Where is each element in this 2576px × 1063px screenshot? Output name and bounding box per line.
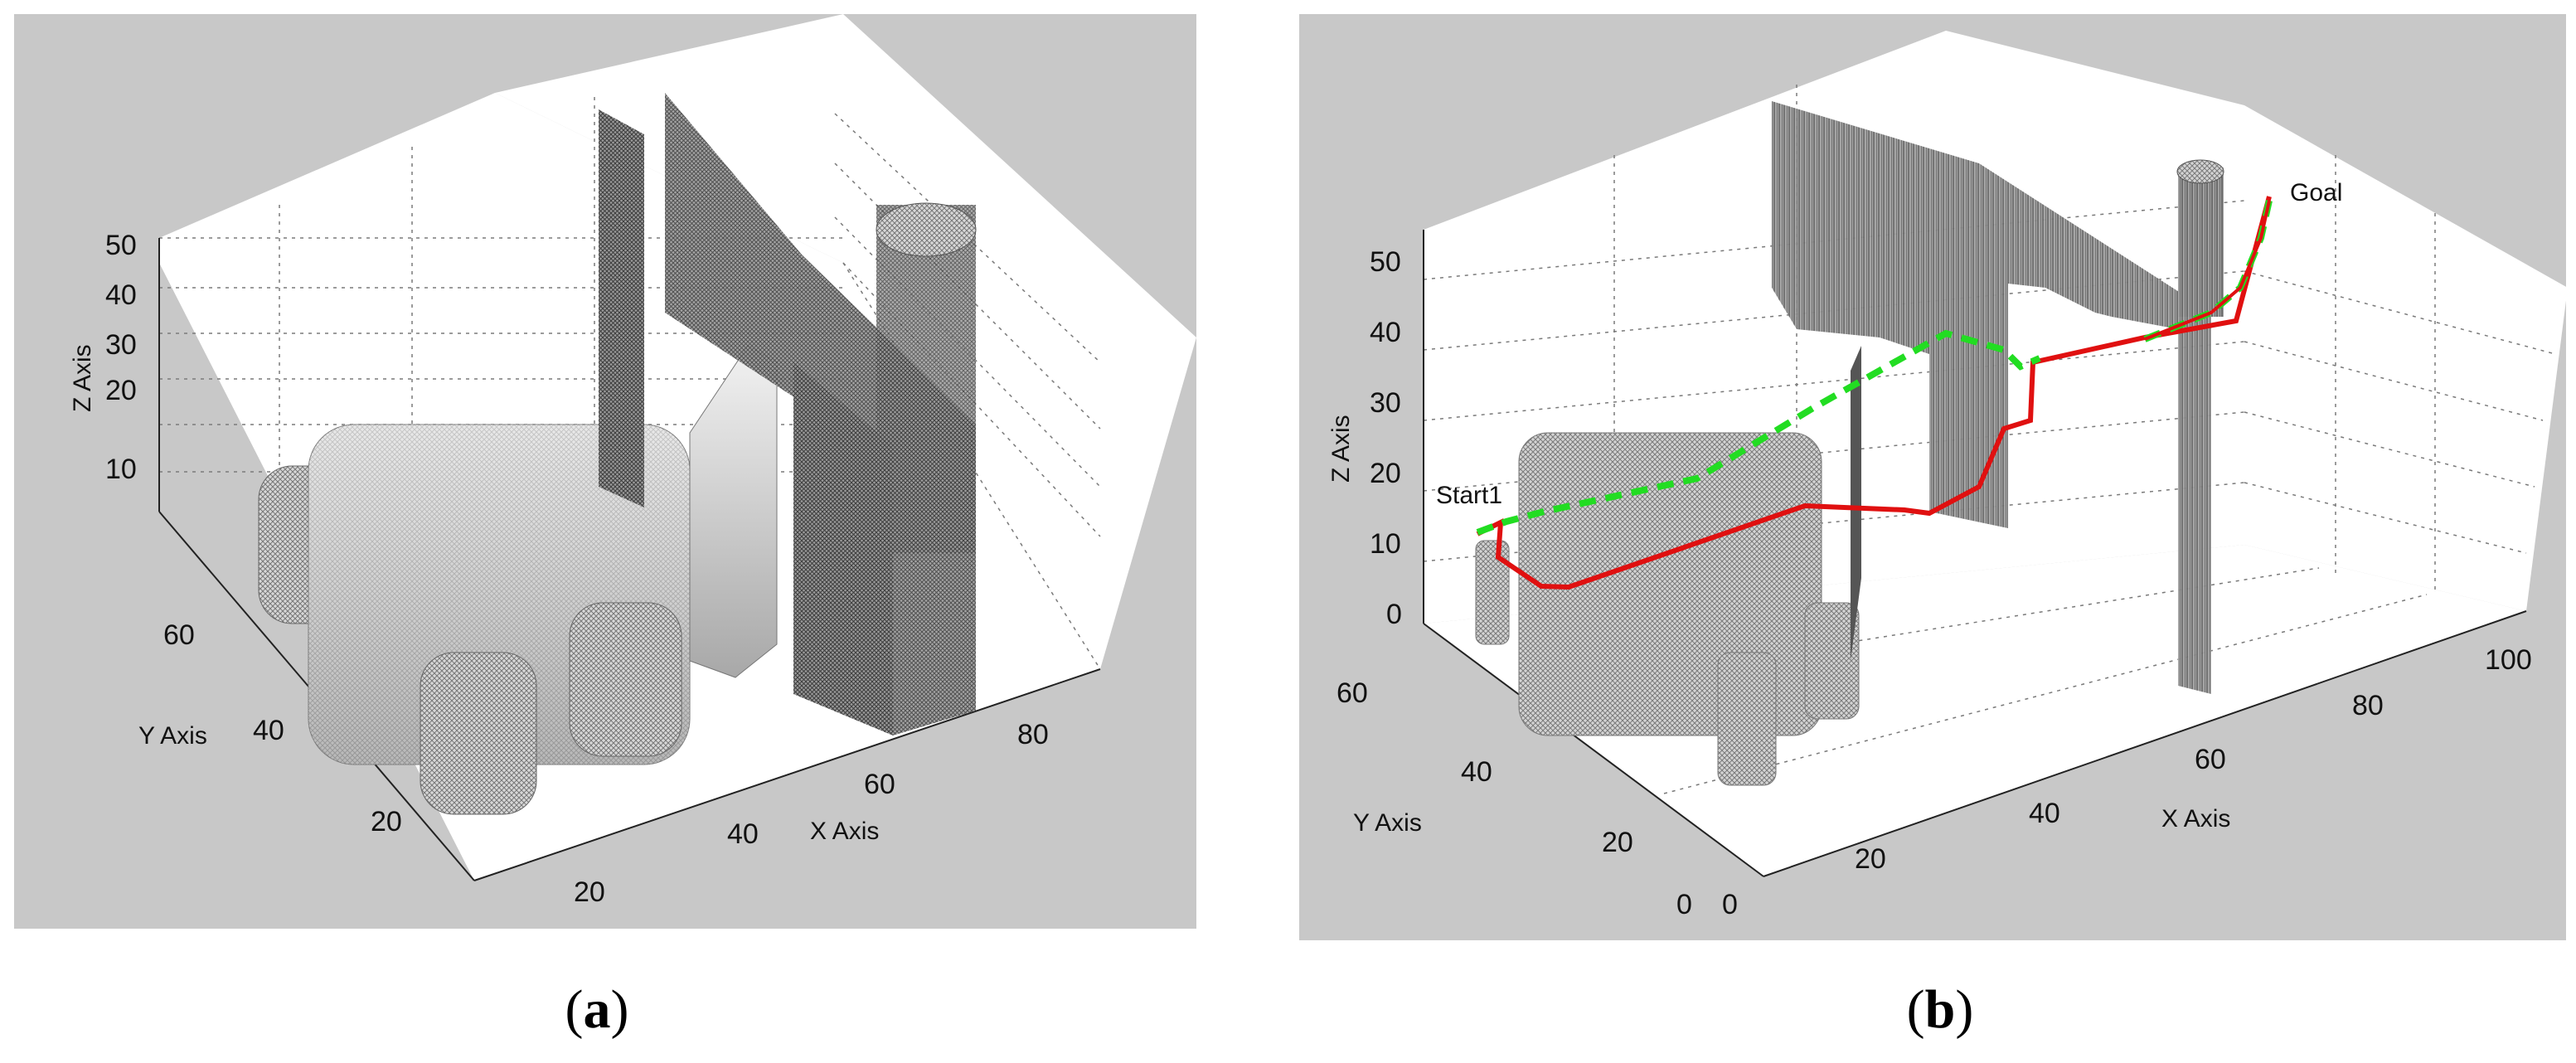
path-red: [1476, 196, 2272, 590]
z-tick-40: 40: [105, 279, 137, 311]
x-axis-label: X Axis: [810, 818, 879, 845]
y-tick-20: 20: [371, 806, 402, 837]
y-axis-label: Y Axis: [1353, 809, 1422, 837]
z-axis-label: Z Axis: [1327, 415, 1355, 483]
x-tick-60: 60: [2195, 744, 2226, 775]
z-tick-50: 50: [1370, 246, 1401, 278]
y-tick-40: 40: [1461, 756, 1492, 788]
x-tick-20: 20: [574, 876, 605, 908]
obstacle-cylinder-top: [876, 202, 977, 257]
y-tick-0: 0: [1676, 889, 1692, 920]
obstacle-cube-front-right: [569, 602, 682, 757]
x-tick-20: 20: [1855, 843, 1886, 875]
y-tick-20: 20: [1602, 827, 1633, 858]
z-tick-40: 40: [1370, 317, 1401, 348]
obstacle-pillar-left: [1475, 540, 1510, 645]
right-wall-plane: [2244, 105, 2566, 611]
y-tick-60: 60: [1337, 677, 1368, 709]
obstacle-cube-front-left: [420, 652, 537, 815]
obstacle-cylinder: [876, 205, 976, 553]
chart-panel-b: Start1 Goal 50 40 30 20 10 0 Z Axis 60 4…: [1299, 14, 2566, 940]
chart-b-svg: Start1 Goal 50 40 30 20 10 0 Z Axis 60 4…: [1327, 31, 2566, 920]
path-red-top: [2144, 200, 2271, 341]
obstacle-wall-3: [793, 362, 893, 735]
z-tick-20: 20: [1370, 458, 1401, 489]
y-tick-40: 40: [253, 715, 284, 746]
annotation-start1: Start1: [1436, 482, 1502, 509]
obstacle-wall-1: [599, 109, 644, 507]
obstacle-post-front: [1717, 652, 1777, 786]
y-tick-60: 60: [163, 619, 195, 651]
obstacle-thin-plate: [1851, 346, 1861, 661]
y-axis-label: Y Axis: [138, 722, 207, 750]
z-tick-30: 30: [105, 329, 137, 361]
chart-panel-a: 50 40 30 20 10 Z Axis 60 40 20 Y Axis 20…: [14, 14, 1196, 929]
caption-b-letter: b: [1924, 979, 1956, 1040]
obstacle-cylinder-top: [2176, 159, 2224, 184]
z-tick-50: 50: [105, 230, 137, 261]
obstacle-post-right: [1804, 602, 1860, 720]
obstacle-cylinder: [2178, 167, 2224, 317]
annotation-goal: Goal: [2290, 179, 2342, 206]
x-tick-0: 0: [1722, 889, 1738, 920]
x-axis-label: X Axis: [2161, 805, 2230, 832]
caption-a-letter: a: [583, 979, 611, 1040]
z-tick-30: 30: [1370, 387, 1401, 419]
z-tick-10: 10: [105, 454, 137, 485]
x-tick-60: 60: [864, 769, 895, 800]
obstacle-door-wall: [1772, 101, 2211, 694]
caption-a: (a): [565, 979, 629, 1040]
z-tick-20: 20: [105, 375, 137, 406]
x-tick-40: 40: [2029, 798, 2060, 829]
x-tick-40: 40: [727, 818, 759, 850]
caption-b: (b): [1906, 979, 1974, 1040]
z-tick-0: 0: [1386, 599, 1402, 630]
z-tick-10: 10: [1370, 528, 1401, 560]
path-green: [1476, 329, 2041, 536]
x-tick-80: 80: [2352, 690, 2384, 721]
z-axis-label: Z Axis: [69, 344, 96, 412]
axes-frame: [1423, 230, 2527, 877]
x-tick-100: 100: [2485, 644, 2532, 676]
x-tick-80: 80: [1017, 719, 1049, 750]
chart-a-svg: 50 40 30 20 10 Z Axis 60 40 20 Y Axis 20…: [69, 14, 1196, 908]
